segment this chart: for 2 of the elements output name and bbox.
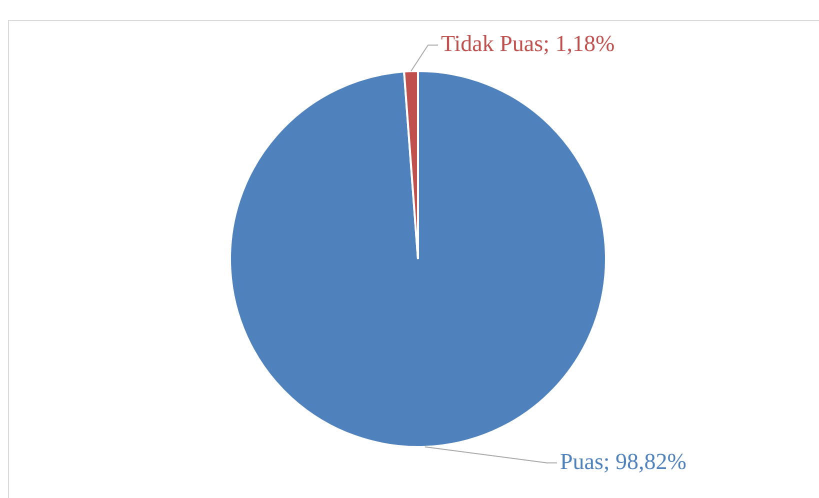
slice-label: Tidak Puas; 1,18% [441,31,615,56]
slice-label: Puas; 98,82% [560,448,686,474]
